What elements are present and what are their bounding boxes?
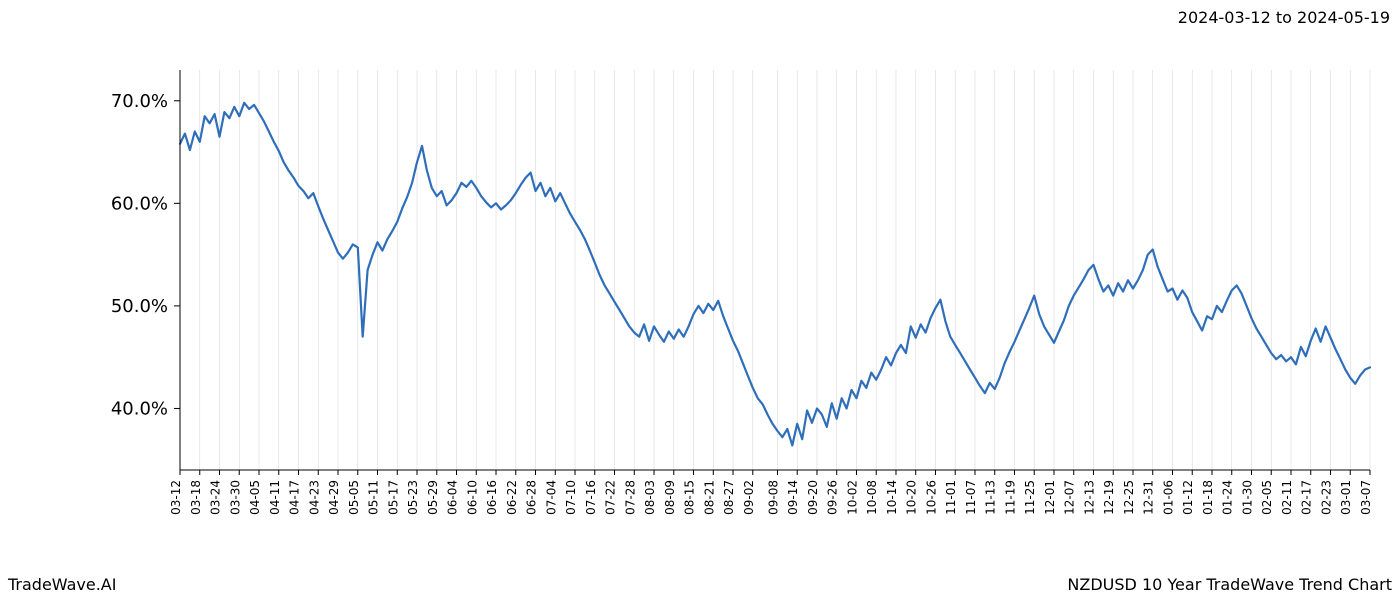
- xtick-label: 10-02: [845, 480, 859, 515]
- xtick-label: 03-01: [1339, 480, 1353, 515]
- xtick-label: 09-20: [806, 480, 820, 515]
- xtick-label: 06-22: [505, 480, 519, 515]
- brand-footer: TradeWave.AI: [8, 575, 116, 594]
- xtick-label: 03-18: [189, 480, 203, 515]
- xtick-label: 01-30: [1240, 480, 1254, 515]
- chart-container: 40.0% 50.0% 60.0% 70.0% 03-12 03-18 03-24 03-30…: [0, 40, 1400, 570]
- xtick-label: 10-20: [905, 480, 919, 515]
- xtick-label: 07-10: [564, 480, 578, 515]
- ytick-label: 40.0%: [111, 398, 168, 419]
- xtick-label: 05-11: [367, 480, 381, 515]
- date-range-header: 2024-03-12 to 2024-05-19: [1178, 8, 1390, 27]
- xtick-label: 04-17: [288, 480, 302, 515]
- chart-title-text: NZDUSD 10 Year TradeWave Trend Chart: [1067, 575, 1392, 594]
- xtick-label: 12-19: [1102, 480, 1116, 515]
- trend-chart: 40.0% 50.0% 60.0% 70.0% 03-12 03-18 03-24 03-30…: [0, 40, 1400, 570]
- xtick-label: 07-22: [604, 480, 618, 515]
- xtick-label: 03-24: [209, 480, 223, 515]
- xtick-label: 11-19: [1003, 480, 1017, 515]
- xtick-label: 04-11: [268, 480, 282, 515]
- xtick-label: 05-05: [347, 480, 361, 515]
- xtick-label: 06-28: [525, 480, 539, 515]
- chart-title-footer: NZDUSD 10 Year TradeWave Trend Chart: [1067, 575, 1392, 594]
- xtick-label: 12-25: [1122, 480, 1136, 515]
- xtick-label: 02-05: [1260, 480, 1274, 515]
- xtick-label: 09-08: [766, 480, 780, 515]
- xtick-label: 05-29: [426, 480, 440, 515]
- xtick-label: 02-23: [1319, 480, 1333, 515]
- xtick-label: 01-24: [1221, 480, 1235, 515]
- xtick-label: 01-06: [1161, 480, 1175, 515]
- xtick-label: 04-29: [327, 480, 341, 515]
- xtick-label: 03-12: [169, 480, 183, 515]
- xtick-label: 09-02: [742, 480, 756, 515]
- xtick-label: 06-16: [485, 480, 499, 515]
- brand-text: TradeWave.AI: [8, 575, 116, 594]
- xtick-label: 07-28: [623, 480, 637, 515]
- xtick-label: 02-11: [1280, 480, 1294, 515]
- xtick-label: 08-09: [663, 480, 677, 515]
- xtick-label: 01-12: [1181, 480, 1195, 515]
- xtick-label: 11-01: [944, 480, 958, 515]
- xtick-label: 10-26: [924, 480, 938, 515]
- xtick-label: 03-30: [228, 480, 242, 515]
- xtick-label: 06-04: [446, 480, 460, 515]
- xtick-label: 09-26: [826, 480, 840, 515]
- xtick-label: 03-07: [1359, 480, 1373, 515]
- xtick-label: 08-21: [702, 480, 716, 515]
- xtick-label: 11-13: [984, 480, 998, 515]
- xtick-label: 01-18: [1201, 480, 1215, 515]
- xtick-label: 05-17: [386, 480, 400, 515]
- xtick-label: 12-31: [1142, 480, 1156, 515]
- xtick-label: 12-07: [1063, 480, 1077, 515]
- xtick-label: 11-07: [964, 480, 978, 515]
- xtick-label: 04-05: [248, 480, 262, 515]
- xtick-label: 12-01: [1043, 480, 1057, 515]
- ytick-label: 60.0%: [111, 193, 168, 214]
- xtick-label: 07-04: [544, 480, 558, 515]
- xtick-label: 06-10: [465, 480, 479, 515]
- xtick-label: 02-17: [1300, 480, 1314, 515]
- xtick-label: 11-25: [1023, 480, 1037, 515]
- ytick-label: 70.0%: [111, 91, 168, 112]
- xtick-label: 07-16: [584, 480, 598, 515]
- xtick-label: 10-14: [885, 480, 899, 515]
- xtick-label: 09-14: [786, 480, 800, 515]
- xtick-label: 08-03: [643, 480, 657, 515]
- date-range-text: 2024-03-12 to 2024-05-19: [1178, 8, 1390, 27]
- xtick-label: 08-15: [683, 480, 697, 515]
- xtick-label: 10-08: [865, 480, 879, 515]
- xtick-label: 05-23: [406, 480, 420, 515]
- ytick-label: 50.0%: [111, 296, 168, 317]
- xtick-label: 12-13: [1082, 480, 1096, 515]
- xtick-label: 08-27: [722, 480, 736, 515]
- xtick-label: 04-23: [307, 480, 321, 515]
